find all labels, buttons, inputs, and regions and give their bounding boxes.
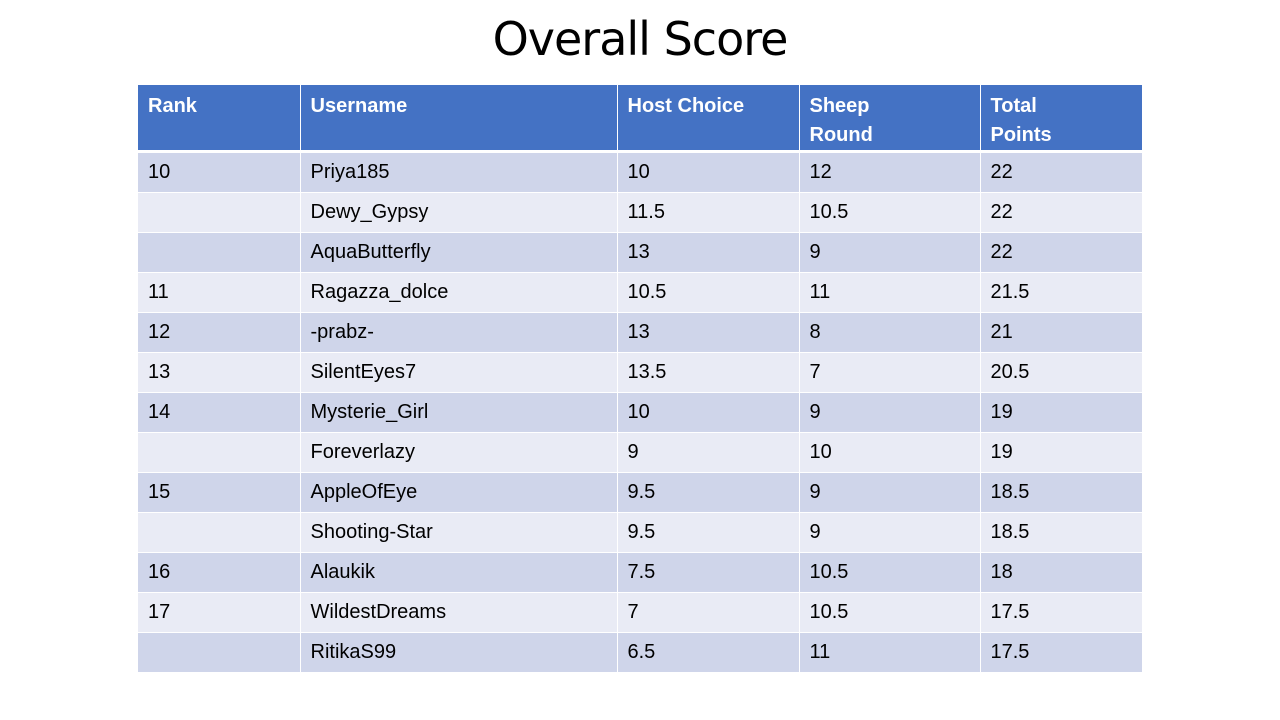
cell-total-points: 18.5	[979, 472, 1143, 513]
cell-host-choice: 13	[616, 232, 800, 273]
table-row: Foreverlazy 9 10 19	[138, 432, 1143, 473]
cell-sheep-round: 12	[798, 151, 981, 193]
cell-username: RitikaS99	[299, 632, 618, 673]
cell-sheep-round: 9	[798, 472, 981, 513]
cell-username: AppleOfEye	[299, 472, 618, 513]
cell-host-choice: 10	[616, 151, 800, 193]
cell-username: Mysterie_Girl	[299, 392, 618, 433]
cell-sheep-round: 9	[798, 512, 981, 553]
table-row: AquaButterfly 13 9 22	[138, 232, 1143, 273]
cell-sheep-round: 8	[798, 312, 981, 353]
table-row: 16 Alaukik 7.5 10.5 18	[138, 552, 1143, 593]
header-rank: Rank	[138, 84, 301, 153]
cell-host-choice: 11.5	[616, 192, 800, 233]
header-row: Rank Username Host Choice Sheep Round Total …	[138, 84, 1143, 153]
cell-rank: 12	[138, 312, 301, 353]
cell-host-choice: 7.5	[616, 552, 800, 593]
cell-sheep-round: 11	[798, 632, 981, 673]
cell-rank	[138, 512, 301, 553]
cell-total-points: 22	[979, 192, 1143, 233]
cell-total-points: 22	[979, 232, 1143, 273]
cell-rank: 17	[138, 592, 301, 633]
cell-rank: 15	[138, 472, 301, 513]
table-row: Dewy_Gypsy 11.5 10.5 22	[138, 192, 1143, 233]
cell-host-choice: 9.5	[616, 472, 800, 513]
cell-total-points: 18	[979, 552, 1143, 593]
table-row: 12 -prabz- 13 8 21	[138, 312, 1143, 353]
table-row: 10 Priya185 10 12 22	[138, 151, 1143, 193]
cell-sheep-round: 10.5	[798, 592, 981, 633]
cell-host-choice: 9	[616, 432, 800, 473]
cell-host-choice: 9.5	[616, 512, 800, 553]
cell-username: Dewy_Gypsy	[299, 192, 618, 233]
cell-total-points: 21.5	[979, 272, 1143, 313]
cell-sheep-round: 9	[798, 392, 981, 433]
cell-rank	[138, 632, 301, 673]
cell-username: Ragazza_dolce	[299, 272, 618, 313]
cell-total-points: 19	[979, 392, 1143, 433]
score-table: Rank Username Host Choice Sheep Round Total …	[138, 84, 1143, 673]
cell-username: Priya185	[299, 151, 618, 193]
cell-username: -prabz-	[299, 312, 618, 353]
cell-rank	[138, 192, 301, 233]
cell-sheep-round: 7	[798, 352, 981, 393]
cell-rank: 16	[138, 552, 301, 593]
cell-username: AquaButterfly	[299, 232, 618, 273]
cell-rank: 14	[138, 392, 301, 433]
cell-total-points: 20.5	[979, 352, 1143, 393]
cell-total-points: 22	[979, 151, 1143, 193]
table-row: 11 Ragazza_dolce 10.5 11 21.5	[138, 272, 1143, 313]
cell-host-choice: 6.5	[616, 632, 800, 673]
cell-username: Shooting-Star	[299, 512, 618, 553]
cell-host-choice: 10.5	[616, 272, 800, 313]
cell-total-points: 17.5	[979, 592, 1143, 633]
slide-title: Overall Score	[492, 12, 789, 66]
cell-total-points: 17.5	[979, 632, 1143, 673]
table-row: 13 SilentEyes7 13.5 7 20.5	[138, 352, 1143, 393]
cell-total-points: 21	[979, 312, 1143, 353]
cell-host-choice: 7	[616, 592, 800, 633]
cell-host-choice: 13.5	[616, 352, 800, 393]
table-row: Shooting-Star 9.5 9 18.5	[138, 512, 1143, 553]
cell-sheep-round: 10	[798, 432, 981, 473]
cell-sheep-round: 10.5	[798, 192, 981, 233]
header-username: Username	[299, 84, 618, 153]
cell-host-choice: 10	[616, 392, 800, 433]
cell-host-choice: 13	[616, 312, 800, 353]
header-host-choice: Host Choice	[616, 84, 800, 153]
table-row: RitikaS99 6.5 11 17.5	[138, 632, 1143, 673]
table-row: 17 WildestDreams 7 10.5 17.5	[138, 592, 1143, 633]
table-row: 15 AppleOfEye 9.5 9 18.5	[138, 472, 1143, 513]
cell-username: WildestDreams	[299, 592, 618, 633]
cell-rank: 10	[138, 151, 301, 193]
cell-username: SilentEyes7	[299, 352, 618, 393]
header-total-points: Total Points	[979, 84, 1143, 153]
cell-sheep-round: 9	[798, 232, 981, 273]
cell-total-points: 19	[979, 432, 1143, 473]
cell-username: Alaukik	[299, 552, 618, 593]
cell-rank: 13	[138, 352, 301, 393]
table-row: 14 Mysterie_Girl 10 9 19	[138, 392, 1143, 433]
header-sheep-round: Sheep Round	[798, 84, 981, 153]
cell-total-points: 18.5	[979, 512, 1143, 553]
cell-rank	[138, 232, 301, 273]
cell-rank: 11	[138, 272, 301, 313]
cell-sheep-round: 11	[798, 272, 981, 313]
cell-username: Foreverlazy	[299, 432, 618, 473]
cell-rank	[138, 432, 301, 473]
cell-sheep-round: 10.5	[798, 552, 981, 593]
